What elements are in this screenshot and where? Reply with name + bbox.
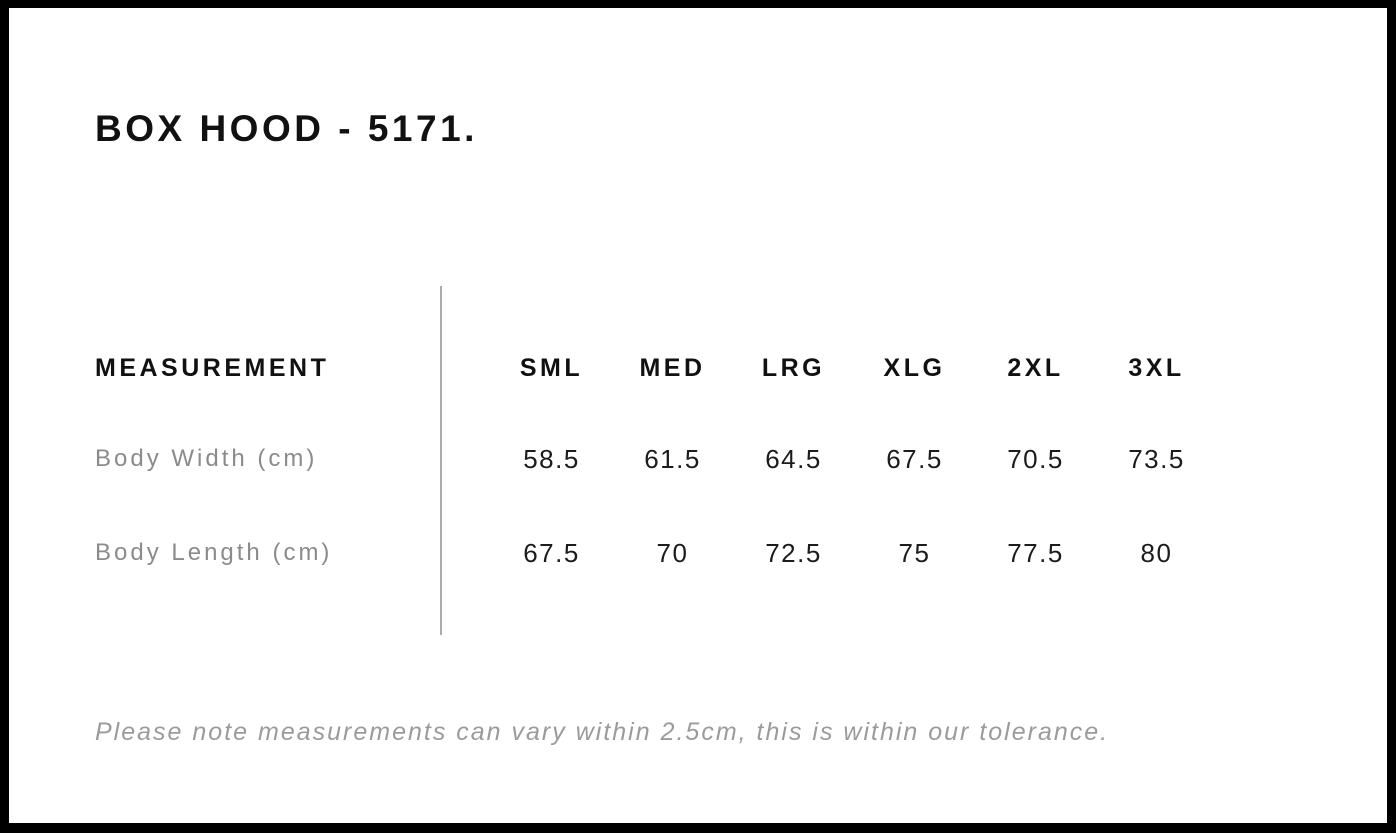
table-row-body-width: Body Width (cm) 58.5 61.5 64.5 67.5 70.5… (95, 442, 1217, 476)
body-length-value-2xl: 77.5 (1007, 537, 1064, 568)
body-length-value-sml: 67.5 (523, 537, 580, 568)
body-length-value-lrg: 72.5 (765, 537, 822, 568)
size-column-header-sml: SML (519, 353, 584, 382)
table-row-body-length: Body Length (cm) 67.5 70 72.5 75 77.5 80 (95, 536, 1217, 570)
body-length-value-3xl: 80 (1140, 537, 1173, 568)
row-label-body-width: Body Width (cm) (95, 445, 318, 472)
body-width-value-xlg: 67.5 (886, 443, 943, 474)
tolerance-note: Please note measurements can vary within… (95, 718, 1110, 746)
size-column-header-lrg: LRG (761, 353, 826, 382)
measurement-column-header: MEASUREMENT (95, 353, 330, 382)
table-divider-line (440, 286, 442, 635)
body-width-value-med: 61.5 (644, 443, 701, 474)
body-width-value-3xl: 73.5 (1128, 443, 1185, 474)
body-width-value-sml: 58.5 (523, 443, 580, 474)
body-length-value-xlg: 75 (898, 537, 931, 568)
size-column-header-3xl: 3XL (1128, 353, 1185, 382)
body-length-value-med: 70 (656, 537, 689, 568)
product-title: BOX HOOD - 5171. (95, 108, 478, 149)
size-column-header-xlg: XLG (883, 353, 946, 382)
size-column-header-2xl: 2XL (1007, 353, 1064, 382)
size-table-header-row: MEASUREMENT SML MED LRG XLG 2XL 3XL (95, 351, 1217, 385)
row-label-body-length: Body Length (cm) (95, 539, 333, 566)
size-column-header-med: MED (639, 353, 706, 382)
body-width-value-2xl: 70.5 (1007, 443, 1064, 474)
body-width-value-lrg: 64.5 (765, 443, 822, 474)
